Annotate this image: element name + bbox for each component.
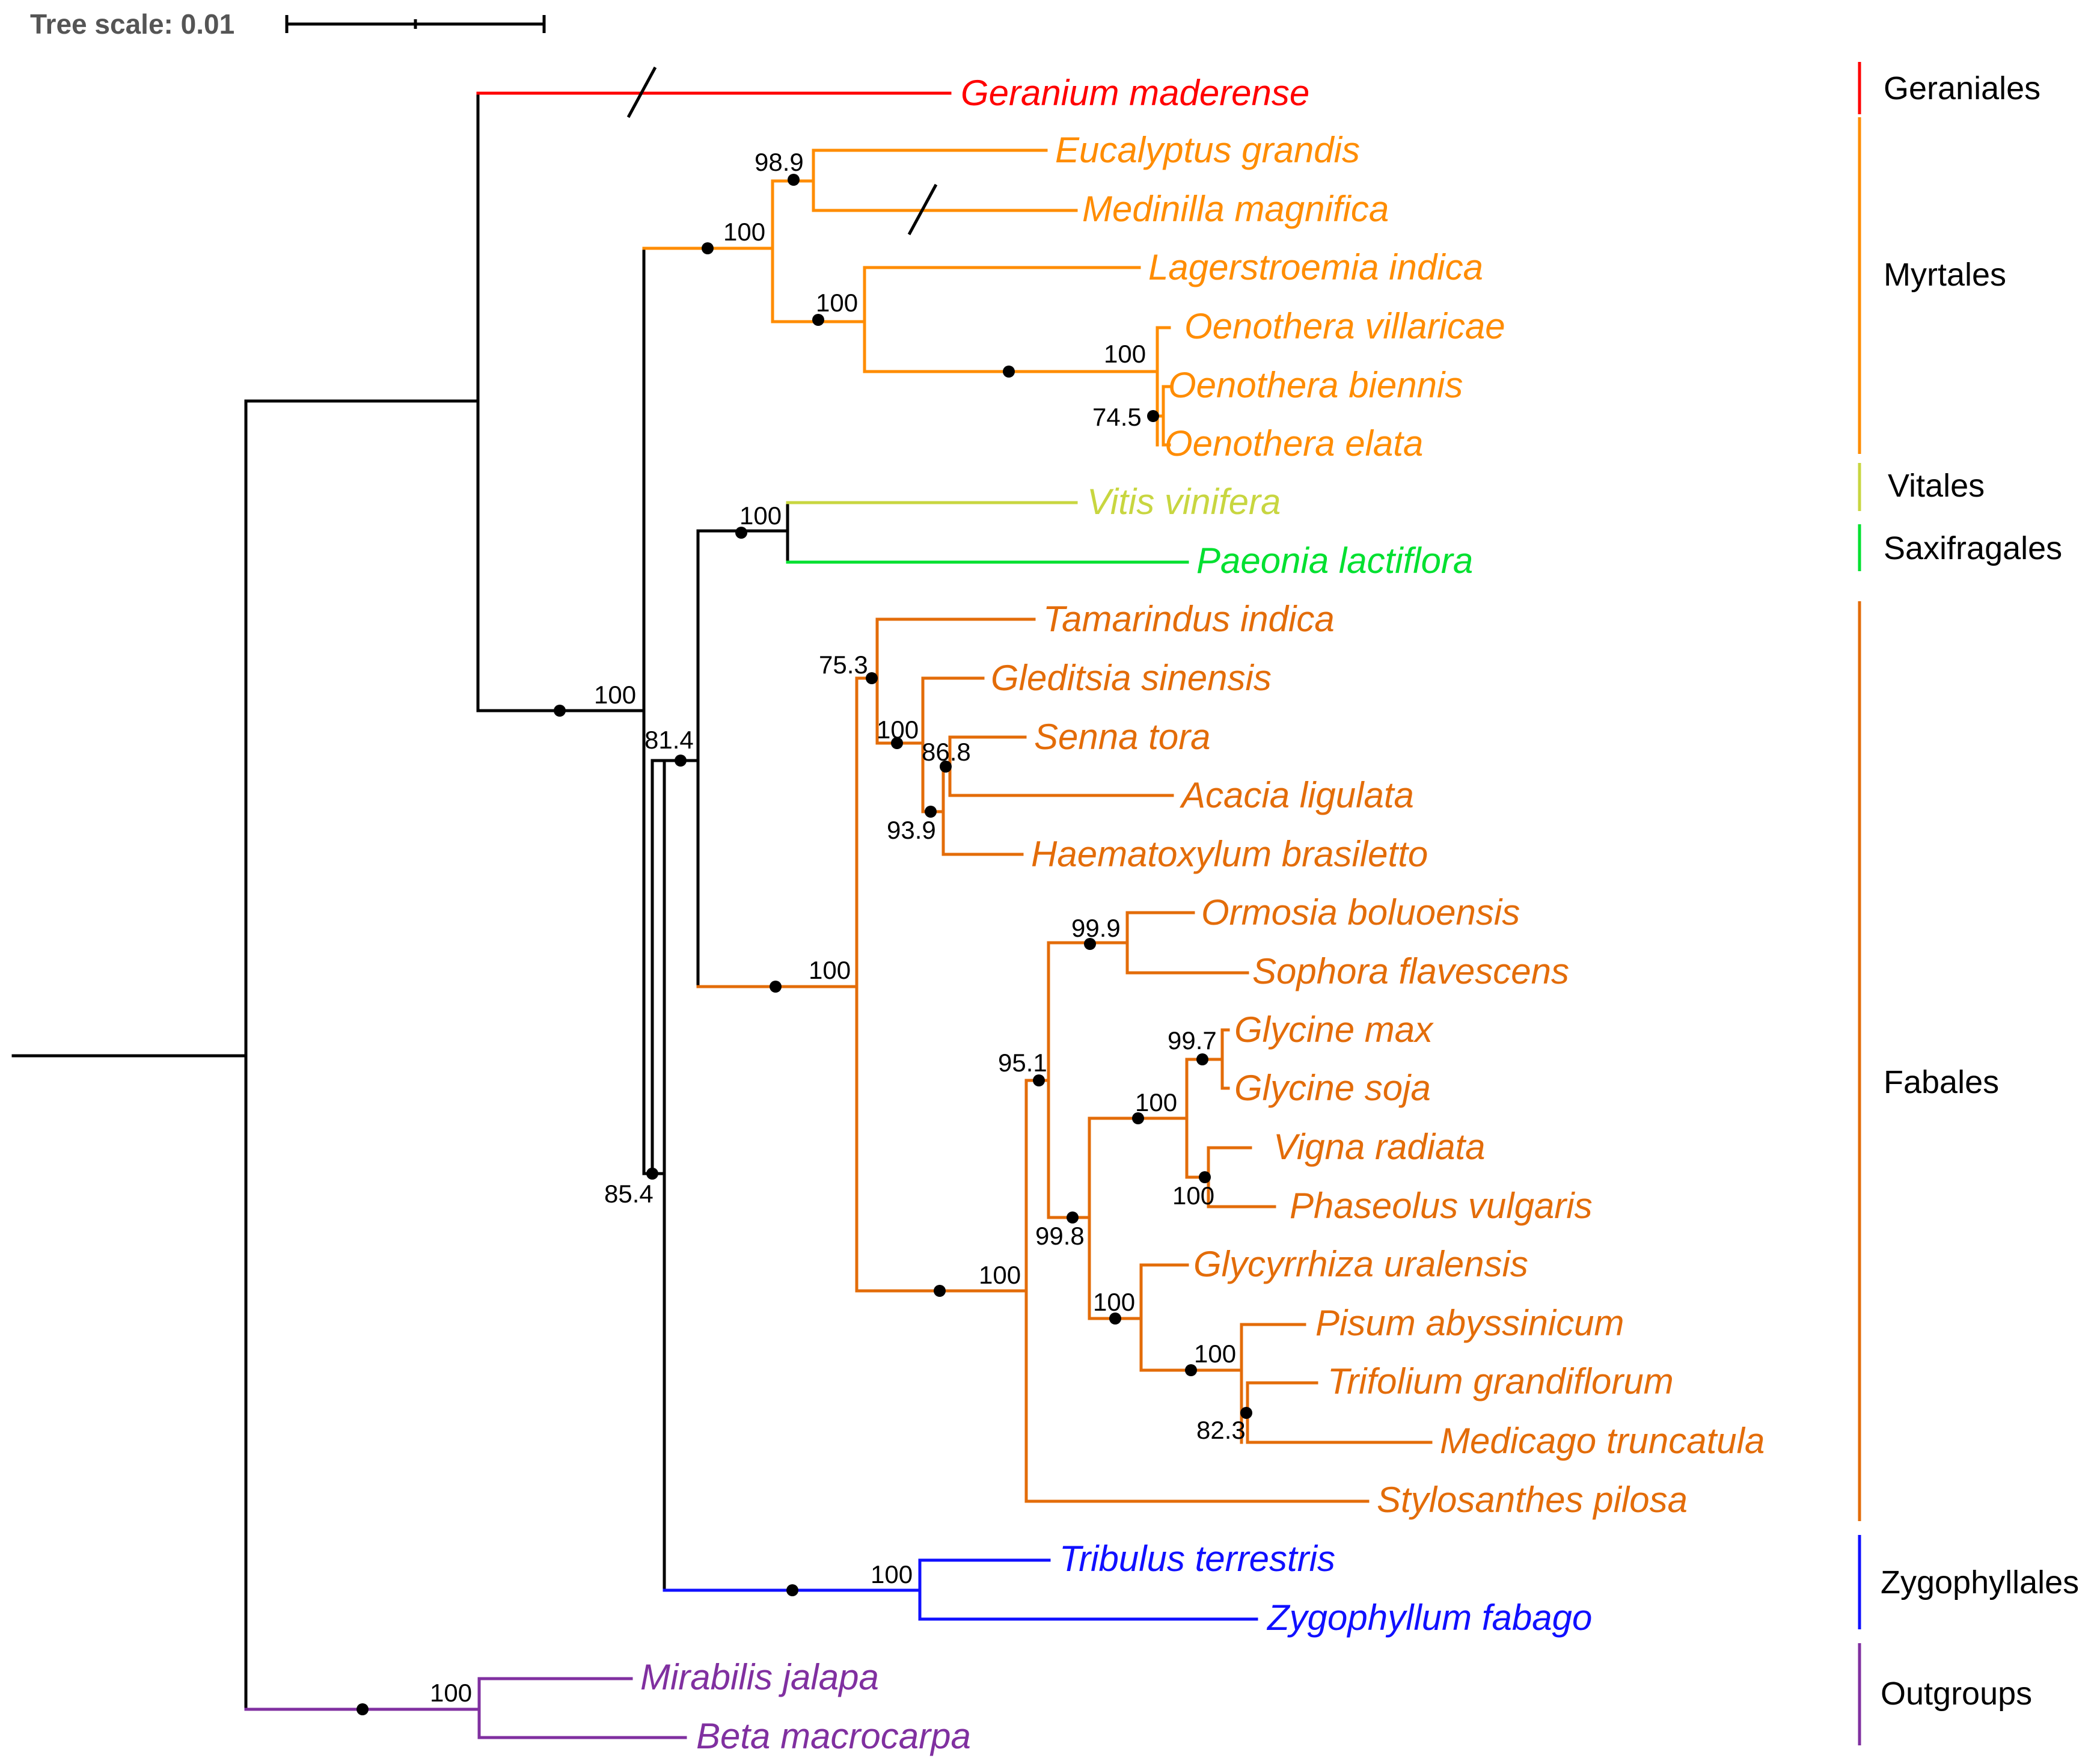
node-dot — [788, 174, 800, 186]
support-value: 100 — [809, 956, 851, 984]
support-value: 95.1 — [998, 1049, 1047, 1077]
support-value: 100 — [1172, 1181, 1214, 1210]
support-value: 99.9 — [1071, 914, 1121, 942]
taxon-label: Oenothera villaricae — [1184, 306, 1505, 346]
support-value: 100 — [1194, 1340, 1236, 1368]
taxon-label: Geranium maderense — [961, 73, 1309, 113]
order-label-vitales: Vitales — [1888, 468, 1985, 504]
support-value: 75.3 — [819, 651, 868, 679]
node-dot — [770, 981, 782, 993]
support-value: 100 — [979, 1261, 1021, 1289]
taxon-label: Trifolium grandiflorum — [1327, 1361, 1674, 1401]
taxon-label: Glycine soja — [1234, 1068, 1431, 1108]
node-dot — [1132, 1112, 1144, 1124]
taxon-label: Gleditsia sinensis — [991, 658, 1272, 698]
taxon-label: Acacia ligulata — [1180, 775, 1414, 815]
node-dot — [702, 242, 714, 254]
tree-scale-label: Tree scale: 0.01 — [30, 8, 234, 40]
support-value: 100 — [430, 1679, 472, 1707]
taxon-label: Senna tora — [1034, 717, 1211, 757]
node-dot — [1199, 1171, 1211, 1183]
support-value: 100 — [1135, 1088, 1177, 1116]
node-dot — [925, 806, 937, 818]
node-dot — [646, 1168, 658, 1180]
taxon-label: Tamarindus indica — [1043, 599, 1335, 639]
tree-scale-bar — [285, 15, 546, 33]
taxon-label: Vigna radiata — [1273, 1127, 1486, 1167]
node-dot — [675, 755, 687, 767]
support-value: 93.9 — [887, 816, 936, 844]
support-value: 100 — [594, 681, 636, 709]
taxon-label: Sophora flavescens — [1252, 951, 1569, 991]
support-value: 82.3 — [1196, 1416, 1246, 1444]
taxon-label: Vitis vinifera — [1087, 482, 1281, 522]
node-dot — [1003, 366, 1015, 378]
order-labels: Geraniales Myrtales Vitales Saxifragales… — [1881, 70, 2079, 1712]
support-value: 86.8 — [922, 738, 971, 766]
support-value: 81.4 — [644, 726, 694, 754]
support-value: 100 — [739, 501, 782, 530]
taxon-label: Oenothera biennis — [1168, 365, 1463, 405]
node-dot — [554, 705, 566, 717]
node-dot — [934, 1285, 946, 1297]
taxon-label: Zygophyllum fabago — [1266, 1597, 1592, 1638]
taxon-label: Phaseolus vulgaris — [1290, 1186, 1593, 1226]
support-value: 100 — [1104, 340, 1146, 368]
order-label-fabales: Fabales — [1884, 1064, 1999, 1100]
support-value: 100 — [816, 289, 858, 317]
support-value: 100 — [723, 218, 765, 246]
support-values: 98.9 100 100 100 74.5 100 100 81.4 85.4 … — [430, 148, 1246, 1707]
node-dot — [891, 737, 903, 749]
support-value: 85.4 — [604, 1180, 654, 1208]
taxon-label: Lagerstroemia indica — [1148, 247, 1483, 287]
taxon-label: Medinilla magnifica — [1082, 189, 1389, 229]
taxon-label: Haematoxylum brasiletto — [1031, 834, 1428, 874]
node-dot — [735, 527, 747, 539]
taxon-label: Medicago truncatula — [1440, 1421, 1765, 1461]
branch-break-marks — [626, 66, 938, 236]
node-dot — [357, 1703, 369, 1715]
taxon-label: Mirabilis jalapa — [640, 1657, 879, 1697]
node-dot — [1196, 1053, 1208, 1065]
node-dot — [812, 314, 824, 326]
node-dot — [1240, 1407, 1252, 1419]
node-dot — [1033, 1074, 1045, 1086]
taxon-label: Ormosia boluoensis — [1201, 892, 1520, 933]
taxon-label: Beta macrocarpa — [696, 1716, 971, 1756]
support-value: 100 — [877, 715, 919, 744]
support-value: 99.8 — [1035, 1222, 1085, 1250]
node-dot — [1067, 1211, 1079, 1224]
node-dot — [1084, 938, 1096, 950]
support-value: 98.9 — [755, 148, 804, 176]
taxon-label: Eucalyptus grandis — [1055, 130, 1360, 170]
taxon-label: Glycyrrhiza uralensis — [1193, 1244, 1528, 1284]
order-label-myrtales: Myrtales — [1884, 257, 2006, 293]
taxon-labels: Geranium maderense Eucalyptus grandis Me… — [640, 73, 1765, 1756]
support-value: 100 — [1093, 1288, 1135, 1316]
support-value: 74.5 — [1092, 403, 1142, 431]
support-value: 99.7 — [1168, 1026, 1217, 1055]
tree-scale: Tree scale: 0.01 — [30, 8, 546, 40]
taxon-label: Paeonia lactiflora — [1196, 541, 1473, 581]
node-dot — [1147, 410, 1159, 422]
branches-backbone — [11, 91, 789, 1711]
node-dot — [940, 761, 952, 773]
support-value: 100 — [871, 1560, 913, 1588]
node-dot — [786, 1584, 798, 1596]
taxon-label: Pisum abyssinicum — [1315, 1303, 1624, 1343]
node-dots — [357, 174, 1252, 1715]
node-dot — [866, 672, 878, 684]
taxon-label: Oenothera elata — [1165, 423, 1423, 464]
node-dot — [1185, 1364, 1197, 1376]
taxon-label: Stylosanthes pilosa — [1377, 1480, 1688, 1520]
taxon-label: Tribulus terrestris — [1059, 1539, 1335, 1579]
order-label-outgroups: Outgroups — [1881, 1676, 2032, 1712]
order-label-geraniales: Geraniales — [1884, 70, 2040, 106]
taxon-label: Glycine max — [1234, 1009, 1434, 1050]
node-dot — [1109, 1312, 1121, 1325]
order-label-zygophyllales: Zygophyllales — [1881, 1564, 2079, 1600]
order-label-saxifragales: Saxifragales — [1884, 530, 2062, 566]
